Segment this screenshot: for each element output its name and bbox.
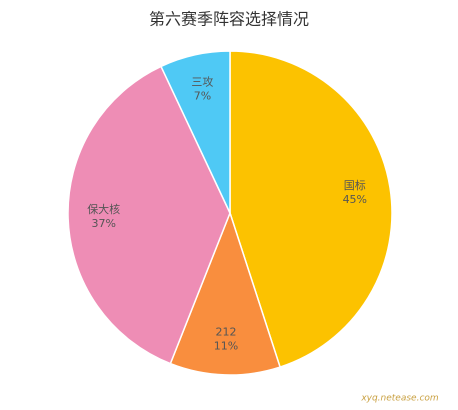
slice-label: 保大核 [87, 202, 120, 216]
slice-label: 三攻 [191, 75, 213, 89]
pie-slice [169, 210, 282, 376]
pie-slice [160, 50, 231, 214]
slice-label: 国标 [344, 178, 366, 192]
slice-value-label: 37% [91, 217, 115, 230]
pie-slice [229, 50, 393, 369]
watermark: xyq.netease.com [360, 394, 439, 404]
slice-value-label: 45% [343, 193, 367, 206]
slice-value-label: 7% [194, 90, 211, 103]
slice-label: 212 [216, 325, 237, 338]
pie-slice [67, 65, 231, 365]
slice-value-label: 11% [214, 339, 238, 352]
chart-title: 第六赛季阵容选择情况 [149, 10, 309, 29]
